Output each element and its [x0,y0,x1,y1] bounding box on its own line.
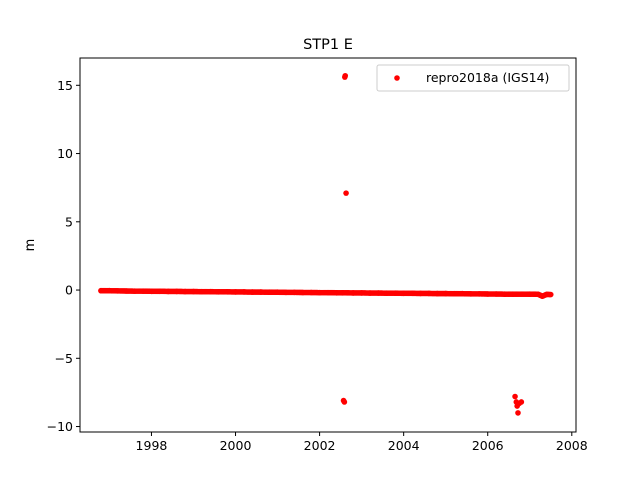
data-point [148,288,155,295]
data-point [299,289,306,296]
data-point [182,288,188,295]
y-axis: −10 −5 0 5 10 15 [47,78,80,434]
chart-title: STP1 E [303,37,353,53]
data-point [518,399,525,405]
data-point [358,290,365,296]
plot-frame [79,57,577,433]
data-point [468,291,474,297]
data-point [215,289,222,295]
data-point [190,288,197,295]
data-point [343,190,349,196]
data-point [350,290,357,296]
data-point [526,291,533,297]
data-point [341,399,348,405]
data-point [547,291,554,298]
data-point [392,290,399,296]
data-point [510,291,516,297]
data-point [207,288,214,295]
data-point [543,291,550,298]
y-tick-label: −10 [47,419,73,434]
data-point [249,289,256,295]
data-point [274,289,281,296]
legend: repro2018a (IGS14) [376,64,570,92]
data-point [339,289,346,296]
data-point [241,289,247,295]
data-point [98,287,104,294]
data-point [333,289,340,296]
data-point [384,290,390,296]
data-point [173,288,180,295]
data-points [98,72,554,416]
data-point [325,289,331,296]
data-point [157,288,163,295]
data-point [451,290,457,297]
data-point [409,290,415,297]
data-point [434,290,441,297]
y-tick-label: 0 [65,283,73,298]
y-tick-label: 15 [57,78,73,93]
data-point [512,393,518,400]
legend-box [376,64,570,92]
data-point [539,293,546,299]
x-tick-label: 2004 [388,438,420,453]
legend-marker [394,75,400,81]
data-point [291,289,298,296]
data-point [442,290,449,297]
data-point [501,291,508,297]
data-point [316,289,323,296]
data-point [224,289,230,295]
data-point [367,290,373,296]
x-tick-label: 2000 [220,438,252,453]
data-point [199,288,205,295]
y-tick-label: 10 [57,146,73,161]
y-tick-label: 5 [65,214,73,229]
x-tick-label: 2006 [472,438,504,453]
data-point [459,290,466,297]
data-point [342,72,349,79]
data-point [131,288,138,294]
data-point [232,289,239,295]
plot-area [79,57,577,433]
data-point [417,290,424,297]
data-point [106,287,113,294]
data-point [165,288,172,295]
data-point [535,291,541,298]
x-axis: 1998 2000 2002 2004 2006 2008 [136,432,588,453]
legend-label: repro2018a (IGS14) [426,70,549,85]
data-point [266,289,272,296]
x-tick-label: 2002 [304,438,336,453]
data-point [493,291,499,297]
data-point [484,291,491,297]
data-point [123,288,130,294]
data-point [140,288,146,294]
data-point [115,288,121,294]
x-tick-label: 1998 [136,438,168,453]
data-point [476,291,483,297]
data-point [283,289,289,296]
data-point [257,289,264,295]
y-axis-label: m [23,239,38,252]
y-tick-label: −5 [55,351,73,366]
x-tick-label: 2008 [556,438,588,453]
data-point [426,290,432,297]
data-point [515,410,521,416]
data-point [400,290,407,297]
data-point [308,289,314,296]
data-point [375,290,382,296]
